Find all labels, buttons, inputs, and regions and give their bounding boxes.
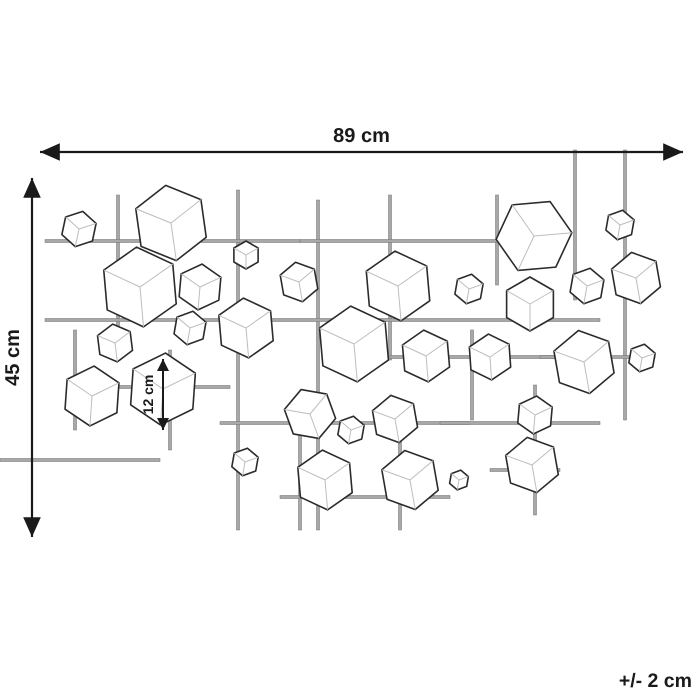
svg-text:45 cm: 45 cm: [2, 329, 24, 386]
svg-text:12 cm: 12 cm: [140, 375, 156, 415]
svg-text:+/- 2 cm: +/- 2 cm: [619, 670, 692, 692]
svg-text:89 cm: 89 cm: [333, 125, 390, 147]
